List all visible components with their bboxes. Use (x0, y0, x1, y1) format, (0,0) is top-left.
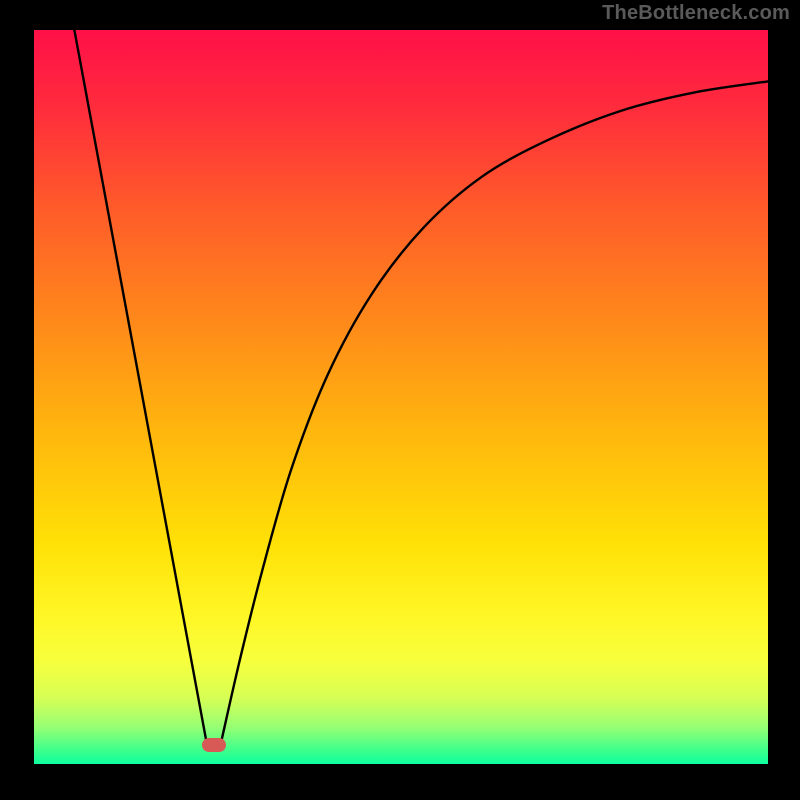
curve-left-segment (74, 30, 206, 742)
optimal-point-marker (202, 738, 226, 752)
curve-right-segment (221, 81, 768, 742)
figure-canvas: TheBottleneck.com (0, 0, 800, 800)
bottleneck-curve (34, 30, 768, 764)
plot-area (34, 30, 768, 764)
watermark-text: TheBottleneck.com (602, 2, 790, 25)
